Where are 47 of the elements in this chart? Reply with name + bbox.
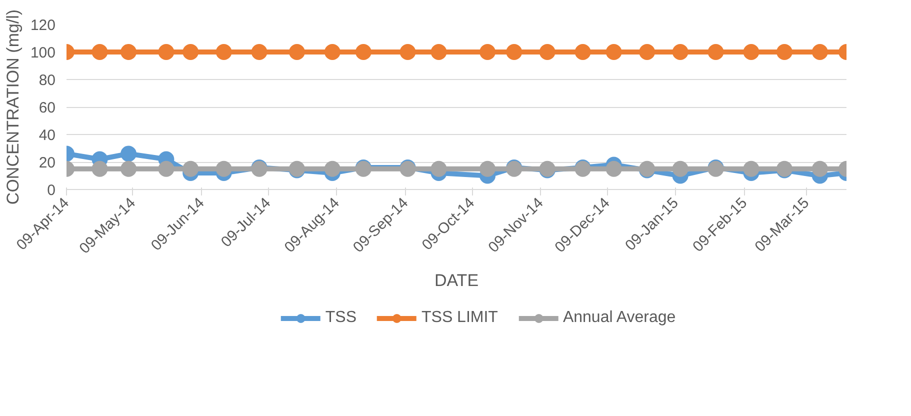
point [639, 44, 656, 60]
point [324, 44, 340, 60]
x-axis-title: DATE [434, 271, 479, 290]
point [812, 160, 828, 177]
point [251, 44, 268, 60]
point [400, 44, 416, 60]
point [120, 160, 137, 177]
point [120, 44, 137, 60]
point [92, 44, 108, 60]
point [216, 44, 232, 60]
point [158, 160, 174, 177]
y-tick-label: 60 [38, 100, 56, 116]
point [430, 160, 447, 177]
point [324, 160, 340, 177]
y-tick-label: 40 [38, 127, 56, 144]
point [120, 146, 137, 162]
point [672, 160, 688, 177]
point [158, 44, 174, 60]
point [216, 160, 232, 177]
y-axis-title: CONCENTRATION (mg/l) [3, 9, 22, 205]
point [92, 160, 108, 177]
point [812, 44, 828, 60]
y-tick-label: 100 [30, 44, 56, 62]
point [355, 44, 372, 60]
point [430, 44, 447, 60]
point [606, 44, 622, 60]
point [539, 44, 556, 60]
point [480, 44, 496, 60]
y-tick-label: 120 [30, 17, 56, 34]
point [743, 44, 760, 60]
point [574, 44, 591, 60]
y-tick-label: 0 [47, 182, 56, 199]
y-tick-label: 20 [38, 154, 56, 172]
point [672, 44, 688, 60]
legend-label: TSS [325, 309, 356, 327]
y-tick-label: 80 [38, 72, 56, 89]
point [182, 160, 199, 177]
legend-label: TSS LIMIT [421, 309, 498, 327]
point [776, 44, 792, 60]
point [288, 44, 305, 60]
point [708, 44, 724, 60]
point [480, 160, 496, 177]
point [743, 160, 760, 177]
point [606, 160, 622, 177]
point [182, 44, 199, 60]
point [506, 44, 522, 60]
legend-label: Annual Average [562, 309, 676, 327]
